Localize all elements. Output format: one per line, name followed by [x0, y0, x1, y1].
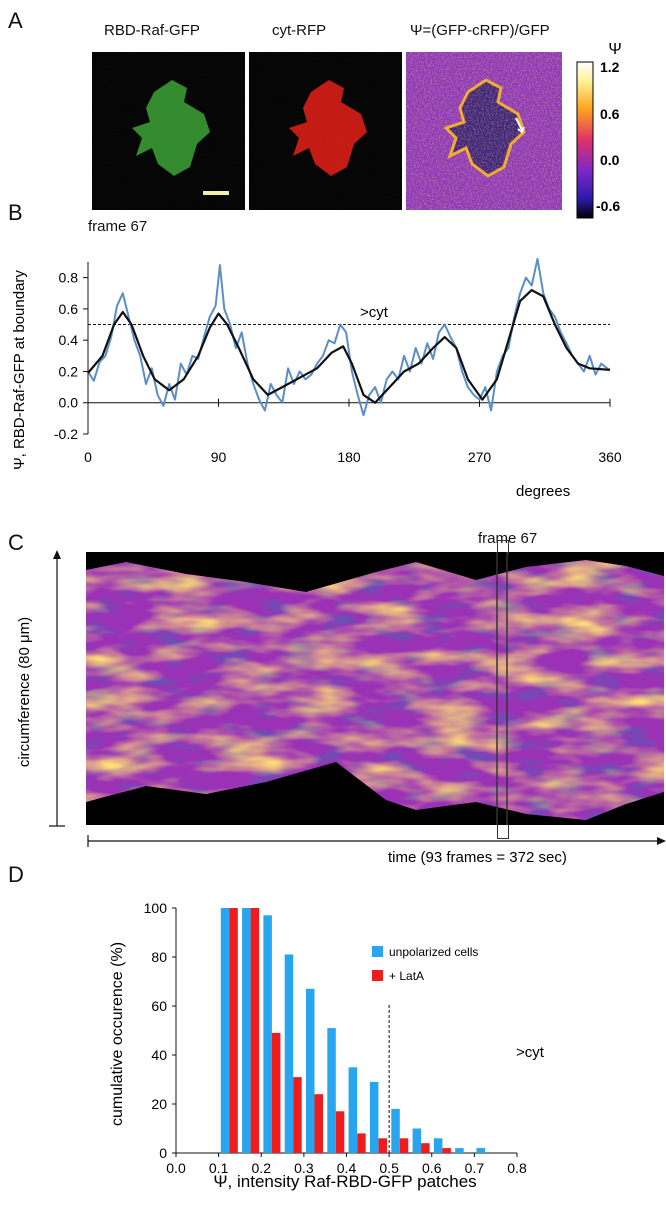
colorbar-tick: 0.6 [600, 106, 620, 122]
y-tick-label: 100 [144, 900, 168, 916]
bar-unpolarized [369, 1081, 379, 1153]
micrograph-strip [92, 52, 562, 210]
panel-c-ylabel: circumference (80 μm) [16, 617, 33, 767]
panel-c-xlabel: time (93 frames = 372 sec) [388, 849, 567, 866]
panel-b-chart: Ψ, RBD-Raf-GFP at boundary -0.2 0.0 0.2 0.4… [0, 240, 666, 500]
bar-unpolarized [306, 988, 315, 1153]
y-tick-label: 0.4 [59, 332, 79, 348]
psi-colorbar: Ψ 1.2 0.6 0.0 -0.6 [566, 40, 666, 220]
bar-unpolarized [263, 915, 272, 1153]
x-tick-label: 0.5 [379, 1160, 399, 1176]
bar-lata [314, 1094, 323, 1153]
y-tick-label: 0.6 [59, 301, 79, 317]
panel-c-axes: circumference (80 μm) time (93 frames = … [0, 550, 666, 870]
bar-unpolarized [284, 954, 294, 1153]
x-tick-label: 180 [337, 449, 361, 465]
panel-d-threshold-label: >cyt [516, 1044, 545, 1061]
x-tick-label: 0.3 [294, 1160, 314, 1176]
frame-67-marker-top [497, 540, 509, 554]
series-raw-line [87, 257, 611, 417]
y-tick-label: 0.8 [59, 270, 79, 286]
bar-unpolarized [412, 1128, 422, 1153]
panel-a-title-rfp: cyt-RFP [272, 22, 327, 39]
panel-b-frame-label: frame 67 [88, 218, 148, 235]
panel-b-xlabel: degrees [516, 483, 570, 500]
x-tick-label: 360 [598, 449, 622, 465]
panel-d-letter: D [8, 862, 24, 887]
bar-lata [421, 1143, 430, 1153]
bar-lata [357, 1133, 366, 1153]
series-smoothed-line [87, 289, 611, 404]
legend-swatch [372, 970, 383, 981]
bar-unpolarized [455, 1148, 464, 1153]
x-tick-label: 90 [211, 449, 227, 465]
frame-67-marker-bottom [497, 825, 509, 839]
y-tick-label: 40 [151, 1047, 167, 1063]
y-tick-label: 0 [159, 1145, 167, 1161]
y-tick-label: 0.0 [59, 395, 79, 411]
x-tick-label: 0 [84, 449, 92, 465]
kymograph [86, 539, 664, 837]
x-tick-label: 0.6 [422, 1160, 442, 1176]
arrow-right-icon [657, 837, 666, 845]
bar-lata [229, 908, 238, 1153]
legend-label: + LatA [389, 969, 424, 983]
x-tick-label: 0.0 [166, 1160, 186, 1176]
x-tick-label: 0.1 [209, 1160, 229, 1176]
panel-b-threshold-label: >cyt [360, 304, 389, 321]
bar-unpolarized [220, 908, 230, 1153]
bar-lata [293, 1077, 302, 1153]
panel-b-ylabel: Ψ, RBD-Raf-GFP at boundary [11, 270, 28, 470]
bar-lata [335, 1111, 345, 1153]
colorbar-tick: 0.0 [600, 152, 620, 168]
legend-label: unpolarized cells [389, 945, 478, 959]
bar-unpolarized [433, 1138, 443, 1153]
panel-d-xlabel: Ψ, intensity Raf-RBD-GFP patches [213, 1172, 476, 1191]
panel-c-frame-label: frame 67 [478, 530, 538, 547]
bar-unpolarized [476, 1148, 485, 1153]
bar-unpolarized [242, 908, 251, 1153]
y-tick-label: 60 [151, 998, 167, 1014]
bar-lata [250, 908, 260, 1153]
panel-b-letter: B [8, 200, 23, 225]
y-tick-label: 0.2 [59, 363, 79, 379]
x-tick-label: 270 [468, 449, 492, 465]
x-tick-label: 0.8 [507, 1160, 527, 1176]
colorbar-gradient [576, 61, 594, 219]
bar-lata [271, 1032, 281, 1153]
bar-lata [399, 1138, 409, 1153]
colorbar-tick: 1.2 [600, 59, 620, 75]
bar-unpolarized [391, 1108, 400, 1153]
panel-c-letter: C [8, 530, 24, 555]
colorbar-symbol: Ψ [608, 41, 621, 58]
y-tick-label: 20 [151, 1096, 167, 1112]
y-tick-label: 80 [151, 949, 167, 965]
bar-unpolarized [327, 1028, 336, 1153]
legend-swatch [372, 946, 383, 957]
x-tick-label: 0.7 [465, 1160, 485, 1176]
bar-lata [442, 1148, 451, 1153]
panel-a-title-psi: Ψ=(GFP-cRFP)/GFP [410, 22, 550, 39]
bar-lata [378, 1138, 387, 1153]
arrow-up-icon [53, 550, 61, 559]
x-tick-label: 0.2 [252, 1160, 272, 1176]
panel-a-title-gfp: RBD-Raf-GFP [104, 22, 200, 39]
panel-d-chart: cumulative occurence (%) 0 20 40 60 80 100 0.0… [0, 880, 666, 1200]
y-tick-label: -0.2 [54, 426, 78, 442]
panel-a-letter: A [8, 8, 23, 33]
panel-d-ylabel: cumulative occurence (%) [109, 942, 126, 1126]
bar-unpolarized [348, 1067, 358, 1154]
colorbar-tick: -0.6 [596, 198, 620, 214]
x-tick-label: 0.4 [337, 1160, 357, 1176]
